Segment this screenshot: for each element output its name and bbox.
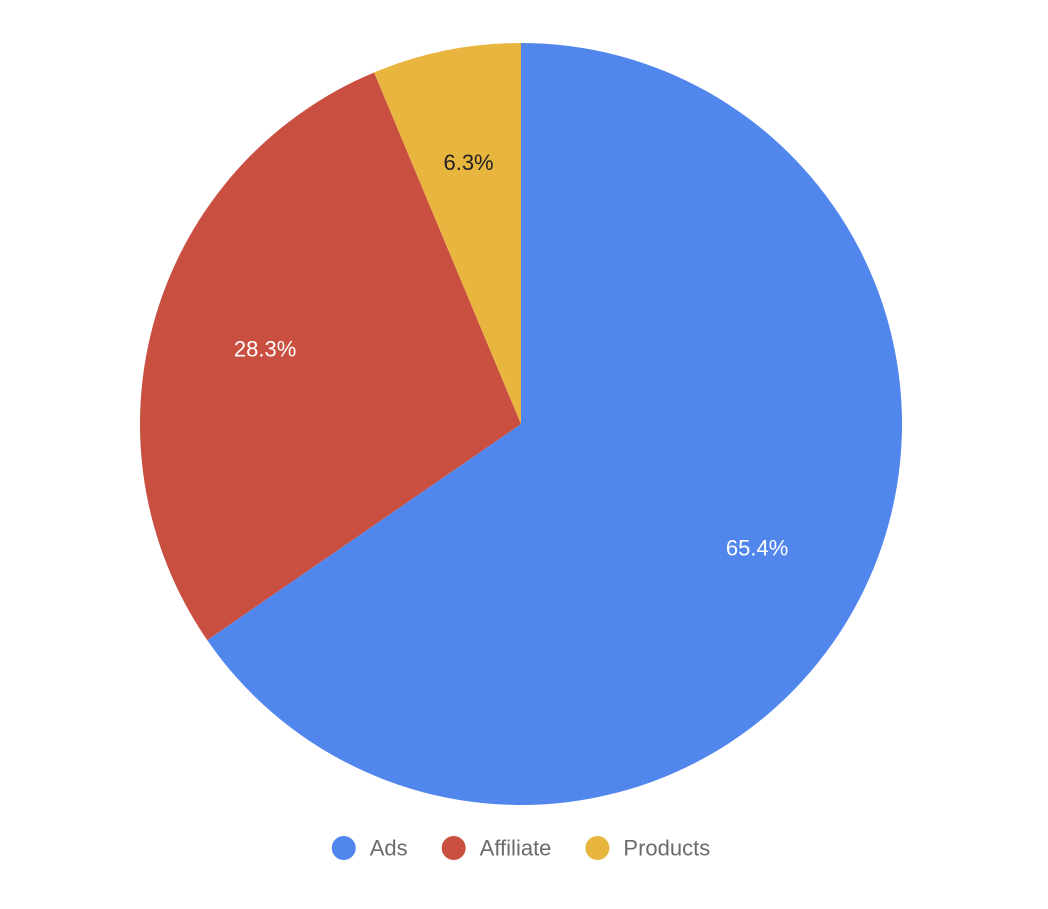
pie-slices [140,43,903,805]
legend-swatch-products [585,836,610,860]
legend-item-affiliate[interactable]: Affiliate [441,836,552,861]
legend-item-ads[interactable]: Ads [331,836,408,861]
data-label-products: 6.3% [443,150,493,175]
pie-slice-ads[interactable] [207,43,903,805]
pie-slice-products[interactable] [374,43,521,424]
legend-item-products[interactable]: Products [585,836,710,861]
legend-swatch-affiliate [441,836,466,860]
legend-swatch-ads [331,836,356,860]
legend: Ads Affiliate Products [331,836,710,861]
pie-data-labels: 65.4% 28.3% 6.3% [234,150,788,561]
legend-label-ads: Ads [370,836,408,861]
pie-slice-affiliate[interactable] [140,72,521,641]
legend-label-products: Products [623,836,710,861]
data-label-affiliate: 28.3% [234,336,296,361]
legend-label-affiliate: Affiliate [480,836,552,861]
data-label-ads: 65.4% [726,536,788,561]
